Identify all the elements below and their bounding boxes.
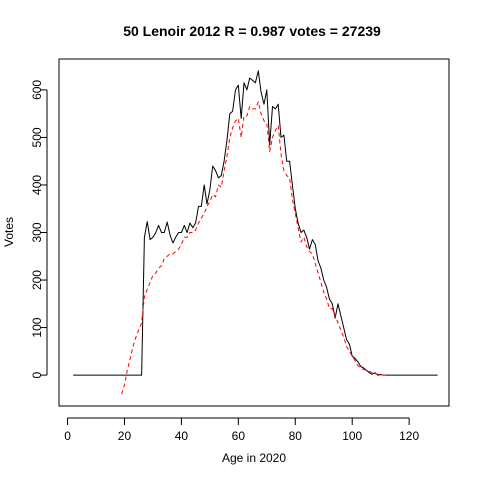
x-tick-label: 60 [232, 429, 246, 443]
series-line-dashed [121, 101, 387, 395]
series-layer [73, 70, 438, 395]
y-axis-label: Votes [2, 217, 16, 247]
y-tick-label: 200 [30, 270, 44, 290]
y-tick-label: 600 [30, 80, 44, 100]
x-axis-label: Age in 2020 [222, 451, 286, 465]
x-tick-label: 40 [175, 429, 189, 443]
x-tick-label: 20 [118, 429, 132, 443]
y-tick-label: 300 [30, 222, 44, 242]
x-tick-label: 0 [64, 429, 71, 443]
x-axis: 0 20 40 60 80 100 120 [64, 417, 419, 443]
y-tick-label: 500 [30, 127, 44, 147]
x-tick-label: 80 [289, 429, 303, 443]
y-axis: 0 100 200 300 400 500 600 [30, 80, 48, 378]
series-line-solid [73, 70, 438, 376]
y-tick-label: 0 [30, 371, 44, 378]
chart-title: 50 Lenoir 2012 R = 0.987 votes = 27239 [123, 23, 381, 39]
y-tick-label: 100 [30, 317, 44, 337]
x-tick-label: 100 [342, 429, 362, 443]
x-tick-label: 120 [399, 429, 419, 443]
plot-frame [58, 58, 450, 407]
y-tick-label: 400 [30, 175, 44, 195]
